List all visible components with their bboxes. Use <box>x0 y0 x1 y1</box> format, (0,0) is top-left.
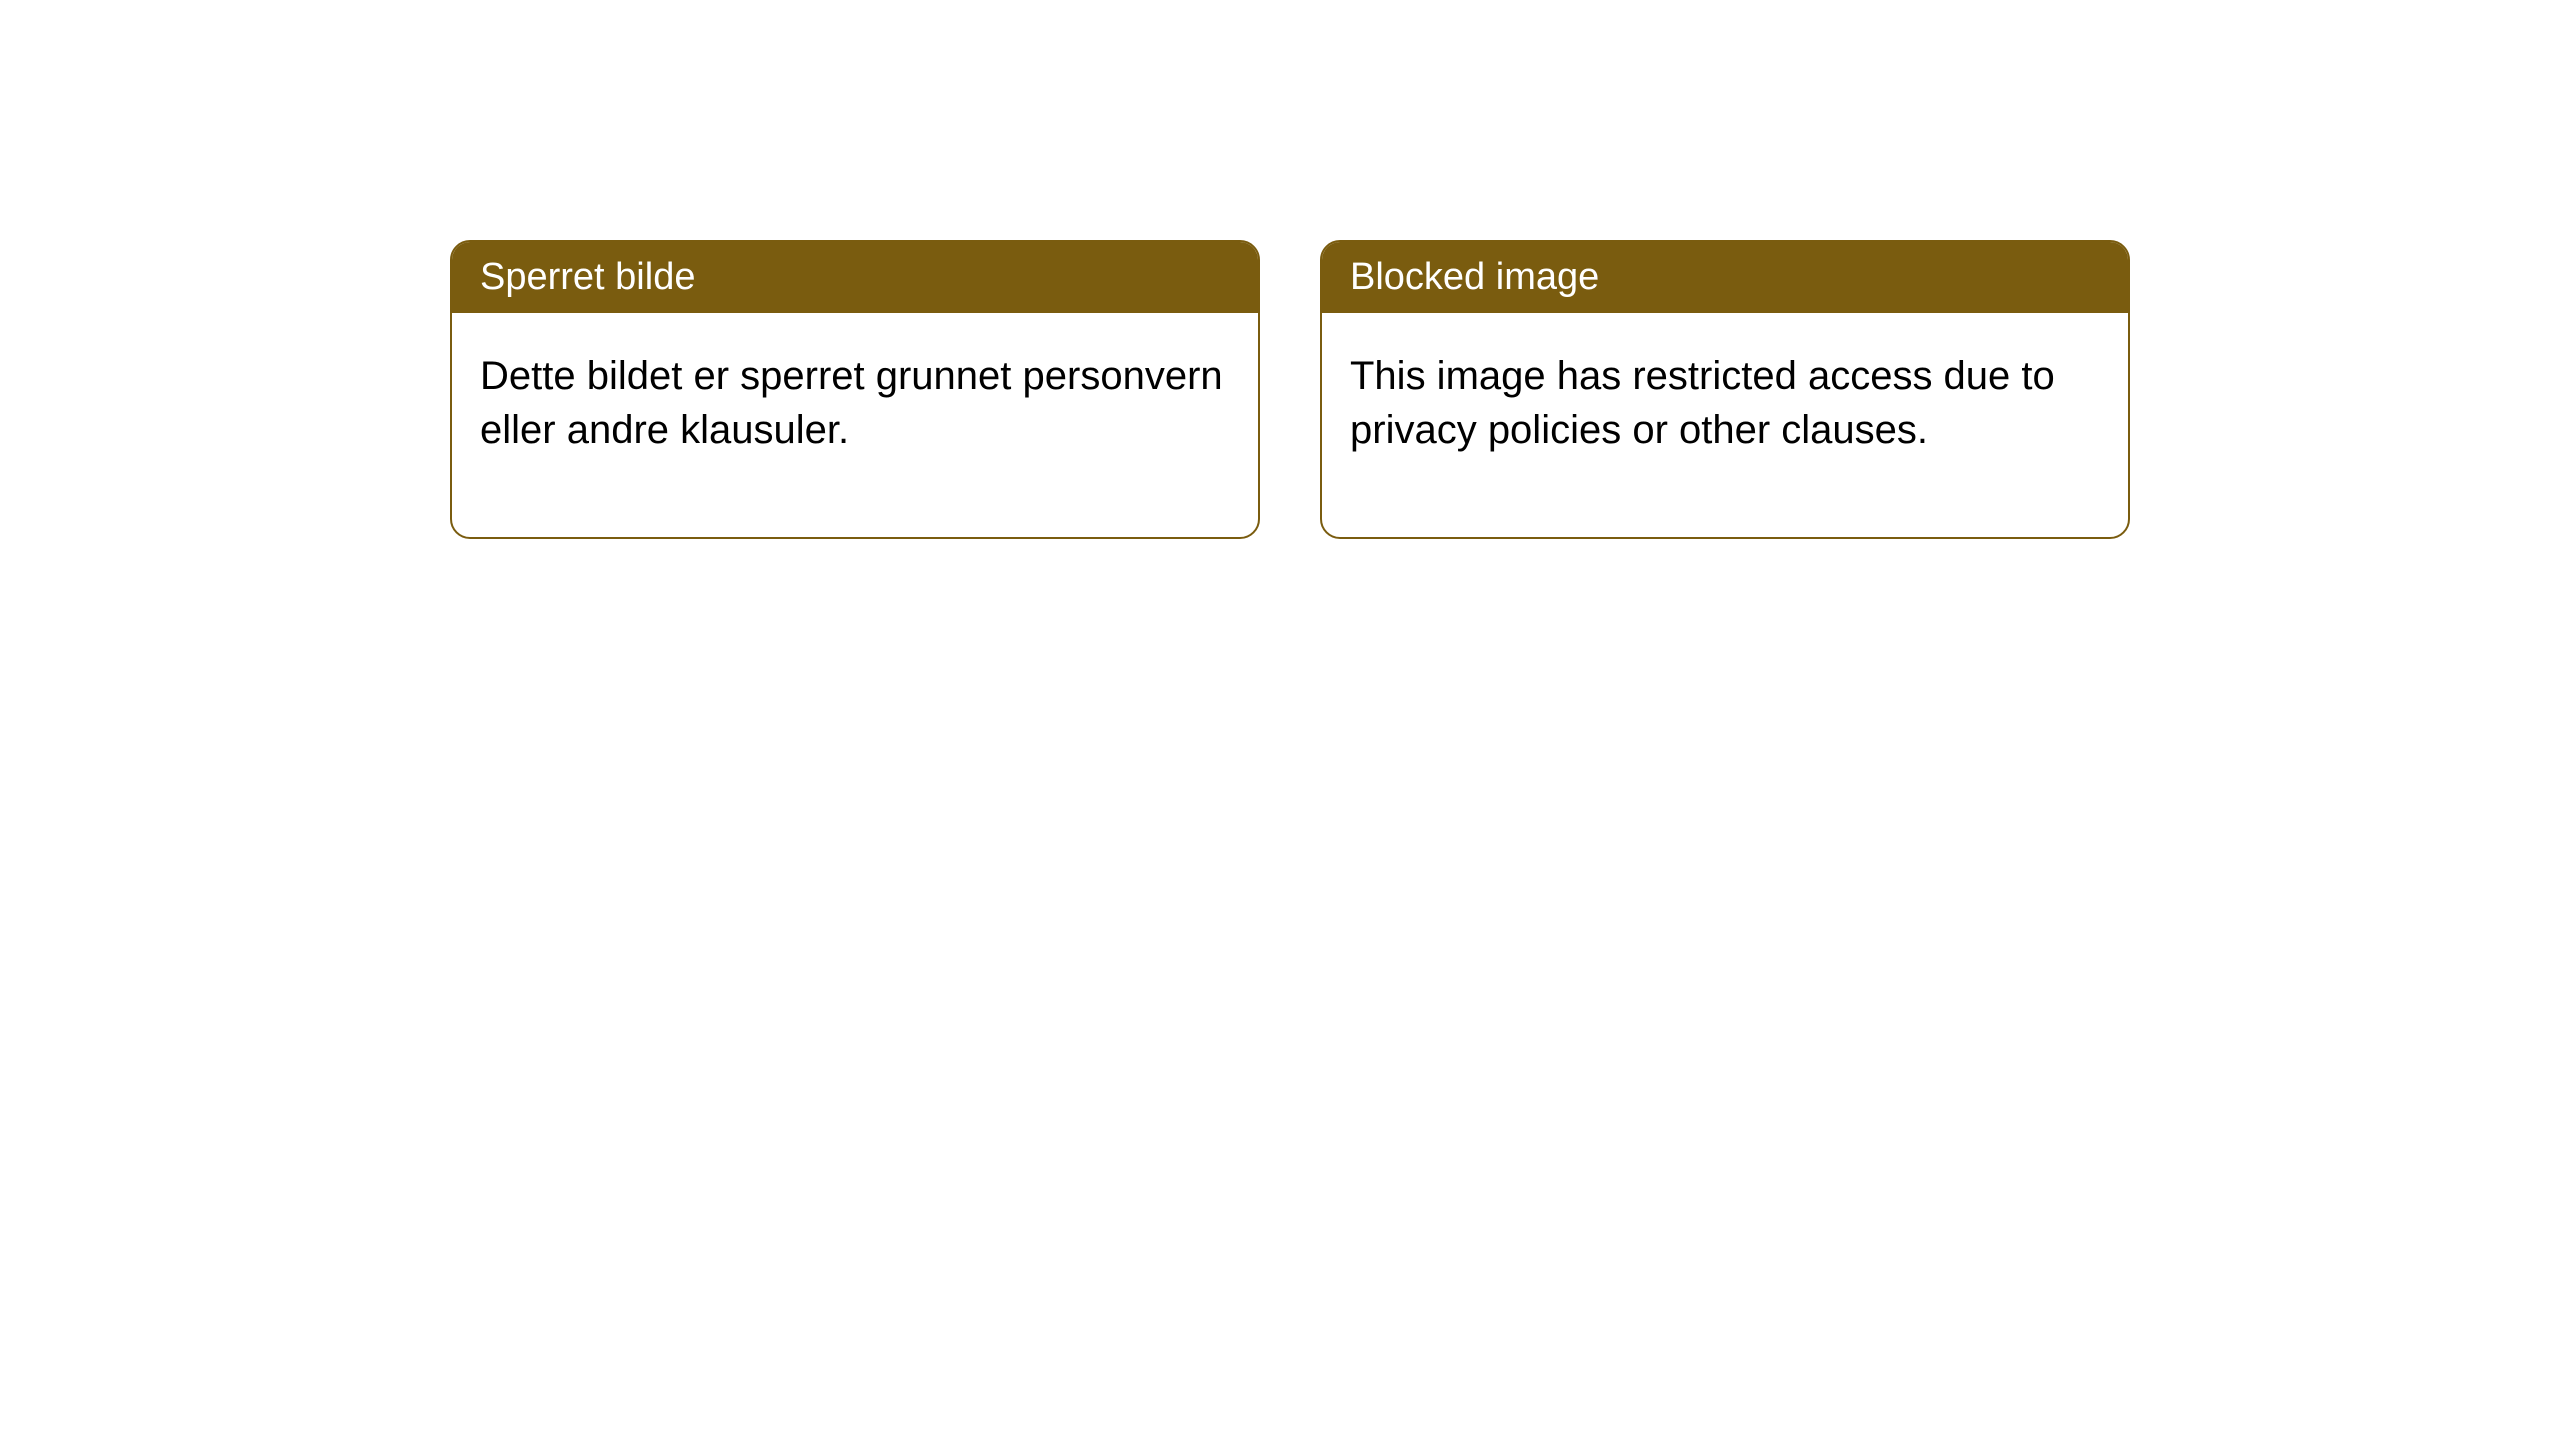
notice-body-text: This image has restricted access due to … <box>1350 354 2055 452</box>
notice-header: Blocked image <box>1322 242 2128 313</box>
notice-body: Dette bildet er sperret grunnet personve… <box>452 313 1258 537</box>
notice-header: Sperret bilde <box>452 242 1258 313</box>
notice-card-english: Blocked image This image has restricted … <box>1320 240 2130 539</box>
notice-title: Sperret bilde <box>480 256 695 298</box>
notice-container: Sperret bilde Dette bildet er sperret gr… <box>0 0 2560 539</box>
notice-card-norwegian: Sperret bilde Dette bildet er sperret gr… <box>450 240 1260 539</box>
notice-title: Blocked image <box>1350 256 1599 298</box>
notice-body: This image has restricted access due to … <box>1322 313 2128 537</box>
notice-body-text: Dette bildet er sperret grunnet personve… <box>480 354 1223 452</box>
